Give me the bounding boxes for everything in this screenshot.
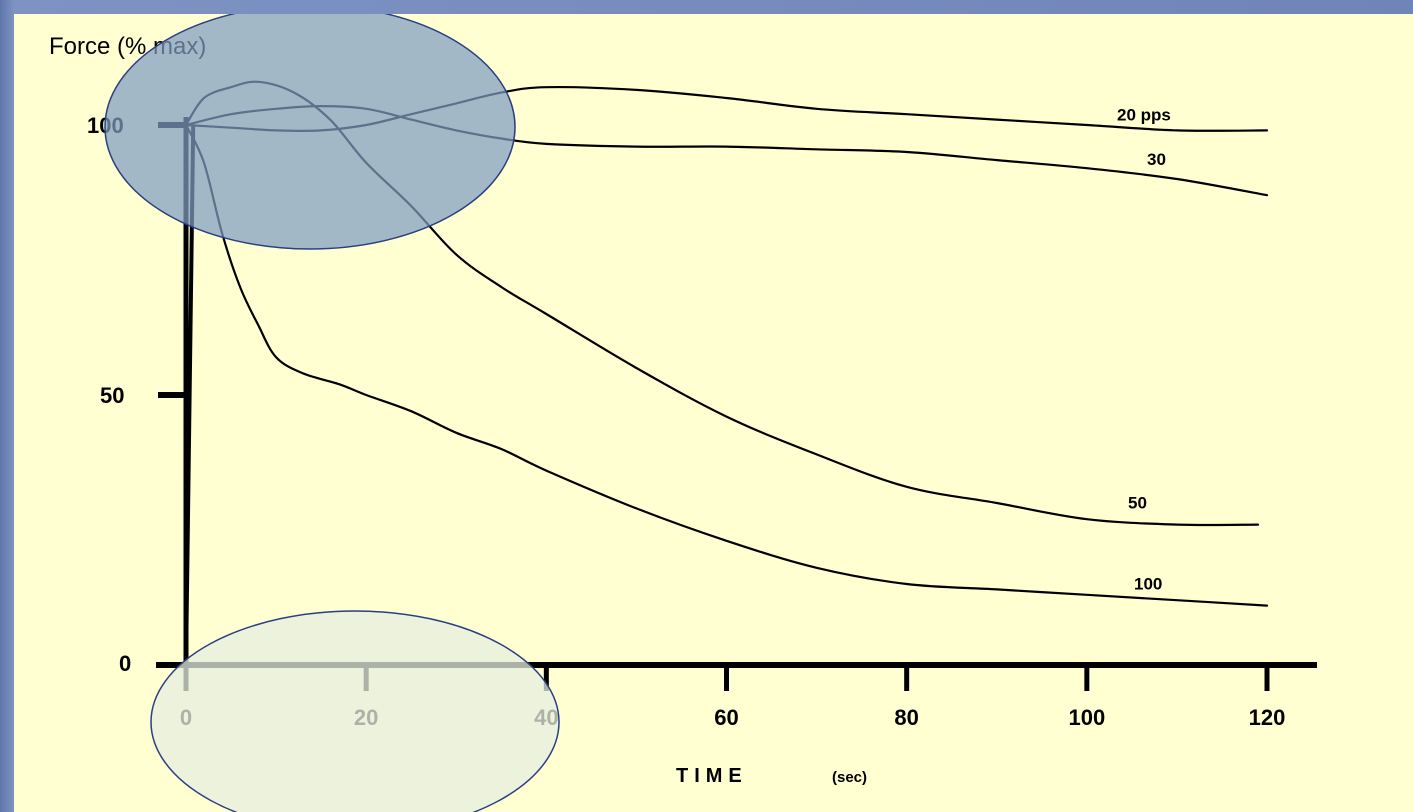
series-label-30: 30 [1147, 150, 1166, 169]
x-tick-label: 120 [1249, 705, 1286, 730]
x-tick-label: 100 [1068, 705, 1105, 730]
x-axis-unit: (sec) [832, 769, 867, 786]
series-label-20-pps: 20 pps [1117, 105, 1171, 124]
series-layer: 20 pps 30 50 100 [184, 80, 1269, 666]
y-tick-label: 0 [119, 651, 131, 676]
series-label-100: 100 [1134, 575, 1162, 594]
x-tick-label: 60 [714, 705, 738, 730]
highlight-ellipse-top [104, 14, 516, 250]
x-tick-label: 80 [894, 705, 918, 730]
series-line-100 [184, 123, 1269, 607]
series-label-50: 50 [1128, 494, 1147, 513]
x-axis-label: TIME [676, 765, 748, 787]
highlight-layer [104, 14, 560, 812]
highlight-ellipse-bottom [150, 610, 560, 812]
y-tick-label: 50 [100, 383, 124, 408]
